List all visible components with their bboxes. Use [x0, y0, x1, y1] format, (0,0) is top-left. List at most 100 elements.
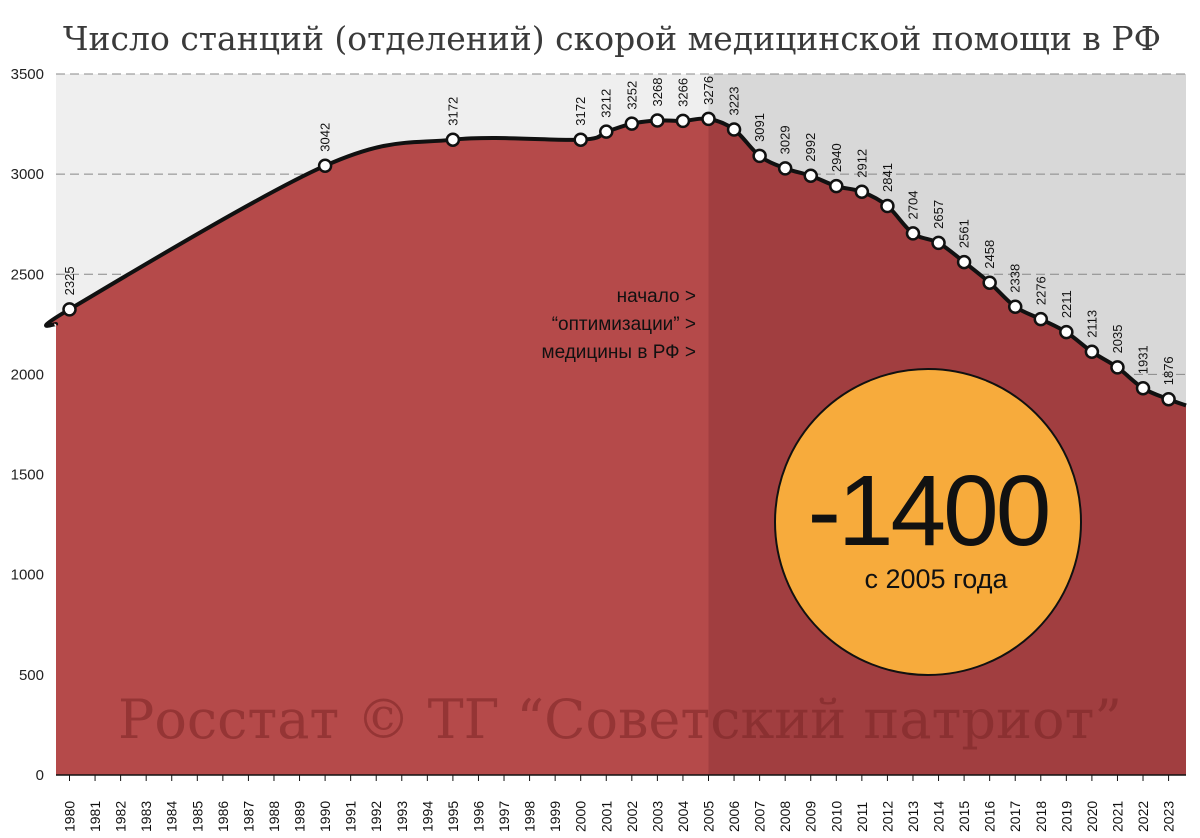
data-point: [982, 275, 997, 290]
x-tick-label: 1999: [547, 801, 563, 832]
data-label: 2992: [803, 133, 818, 162]
data-label: 2276: [1033, 276, 1048, 305]
data-label: 3276: [701, 76, 716, 105]
x-tick-label: 2002: [624, 801, 640, 832]
badge: -1400 с 2005 года: [774, 368, 1082, 676]
x-tick-label: 1990: [317, 801, 333, 832]
data-label: 3268: [650, 78, 665, 107]
y-tick-label: 1000: [11, 567, 44, 584]
data-point: [956, 254, 972, 270]
x-tick-label: 1984: [164, 801, 180, 832]
x-tick-label: 1983: [138, 801, 154, 832]
data-point: [1110, 360, 1125, 375]
optimization-annotation: начало > “оптимизации” > медицины в РФ >: [542, 286, 697, 363]
data-point: [650, 113, 665, 128]
x-tick-label: 1989: [292, 801, 308, 832]
x-tick-label: 2004: [675, 801, 691, 832]
data-label: 2325: [62, 266, 77, 295]
x-tick-label: 1986: [215, 801, 231, 832]
data-label: 2035: [1110, 324, 1125, 353]
data-point: [803, 168, 818, 183]
data-label: 2338: [1008, 264, 1023, 293]
badge-caption: с 2005 года: [864, 564, 1008, 594]
data-label: 3172: [573, 97, 588, 126]
x-tick-label: 2001: [598, 801, 614, 832]
x-axis-ticks: 1980 1981 1982 1983 1984 1985 1986 1987 1988 1989…: [62, 775, 1177, 832]
annotation-line: медицины в РФ >: [542, 342, 697, 363]
y-tick-label: 500: [19, 667, 44, 684]
x-tick-label: 2016: [982, 801, 998, 832]
x-tick-label: 2019: [1058, 801, 1074, 832]
x-tick-label: 1991: [343, 801, 359, 832]
x-tick-label: 1981: [87, 801, 103, 832]
data-points: [62, 111, 1176, 407]
data-point: [317, 158, 333, 173]
x-tick-label: 2007: [752, 801, 768, 832]
x-tick-label: 2009: [803, 801, 819, 832]
x-tick-label: 2010: [828, 801, 844, 832]
data-label: 3042: [318, 123, 333, 152]
chart-title: Число станций (отделений) скорой медицин…: [63, 19, 1161, 58]
data-label: 2657: [931, 200, 946, 229]
x-tick-label: 2022: [1135, 801, 1151, 832]
x-tick-label: 1994: [419, 801, 435, 832]
data-label: 2211: [1059, 290, 1074, 318]
data-point: [624, 116, 640, 131]
data-point: [931, 235, 946, 251]
x-tick-label: 2018: [1033, 801, 1049, 832]
x-tick-label: 2003: [649, 801, 665, 832]
data-point: [1084, 344, 1100, 360]
data-label: 2113: [1084, 310, 1099, 338]
x-tick-label: 2000: [573, 801, 589, 832]
annotation-line: “оптимизации” >: [552, 314, 696, 335]
data-label: 2561: [957, 219, 972, 248]
x-tick-label: 1997: [496, 801, 512, 832]
data-point: [829, 178, 844, 194]
x-tick-label: 2013: [905, 801, 921, 832]
data-point: [1033, 311, 1049, 327]
x-tick-label: 2008: [777, 801, 793, 832]
x-tick-label: 2017: [1007, 801, 1023, 832]
badge-circle: [774, 368, 1082, 676]
x-tick-label: 2011: [854, 802, 870, 832]
x-tick-label: 1987: [240, 801, 256, 832]
data-label: 3266: [675, 78, 690, 107]
data-label: 2704: [905, 191, 920, 220]
data-label: 2940: [829, 143, 844, 172]
x-tick-label: 1992: [368, 801, 384, 832]
badge-value: -1400: [808, 455, 1049, 567]
y-tick-label: 3000: [11, 166, 44, 183]
data-point: [880, 198, 895, 214]
x-tick-label: 1985: [189, 801, 205, 832]
data-point: [445, 132, 461, 147]
data-point: [1161, 392, 1176, 407]
x-tick-label: 1996: [470, 801, 486, 832]
x-tick-label: 2014: [931, 801, 947, 832]
x-tick-label: 2023: [1161, 801, 1177, 832]
data-label: 1931: [1136, 345, 1151, 374]
data-point: [675, 113, 691, 129]
x-tick-label: 1998: [522, 801, 538, 832]
x-tick-label: 1995: [445, 801, 461, 832]
data-point: [854, 184, 870, 200]
data-label: 3091: [752, 113, 767, 142]
data-label: 2458: [982, 240, 997, 269]
data-label: 3172: [445, 97, 460, 126]
data-point: [573, 132, 588, 147]
data-point: [1059, 324, 1074, 340]
annotation-line: начало >: [617, 286, 696, 307]
data-label: 3029: [778, 125, 793, 154]
data-point: [701, 111, 716, 127]
x-tick-label: 2015: [956, 801, 972, 832]
data-point: [62, 302, 77, 317]
data-point: [599, 124, 614, 139]
x-tick-label: 1988: [266, 801, 282, 832]
y-axis-ticks: 0 500 1000 1500 2000 2500 3000 3500: [11, 66, 44, 784]
data-point: [752, 148, 767, 164]
data-label: 2912: [854, 149, 869, 178]
data-label: 1876: [1161, 356, 1176, 385]
y-tick-label: 2500: [11, 266, 44, 283]
x-tick-label: 2006: [726, 801, 742, 832]
y-tick-label: 3500: [11, 66, 44, 83]
